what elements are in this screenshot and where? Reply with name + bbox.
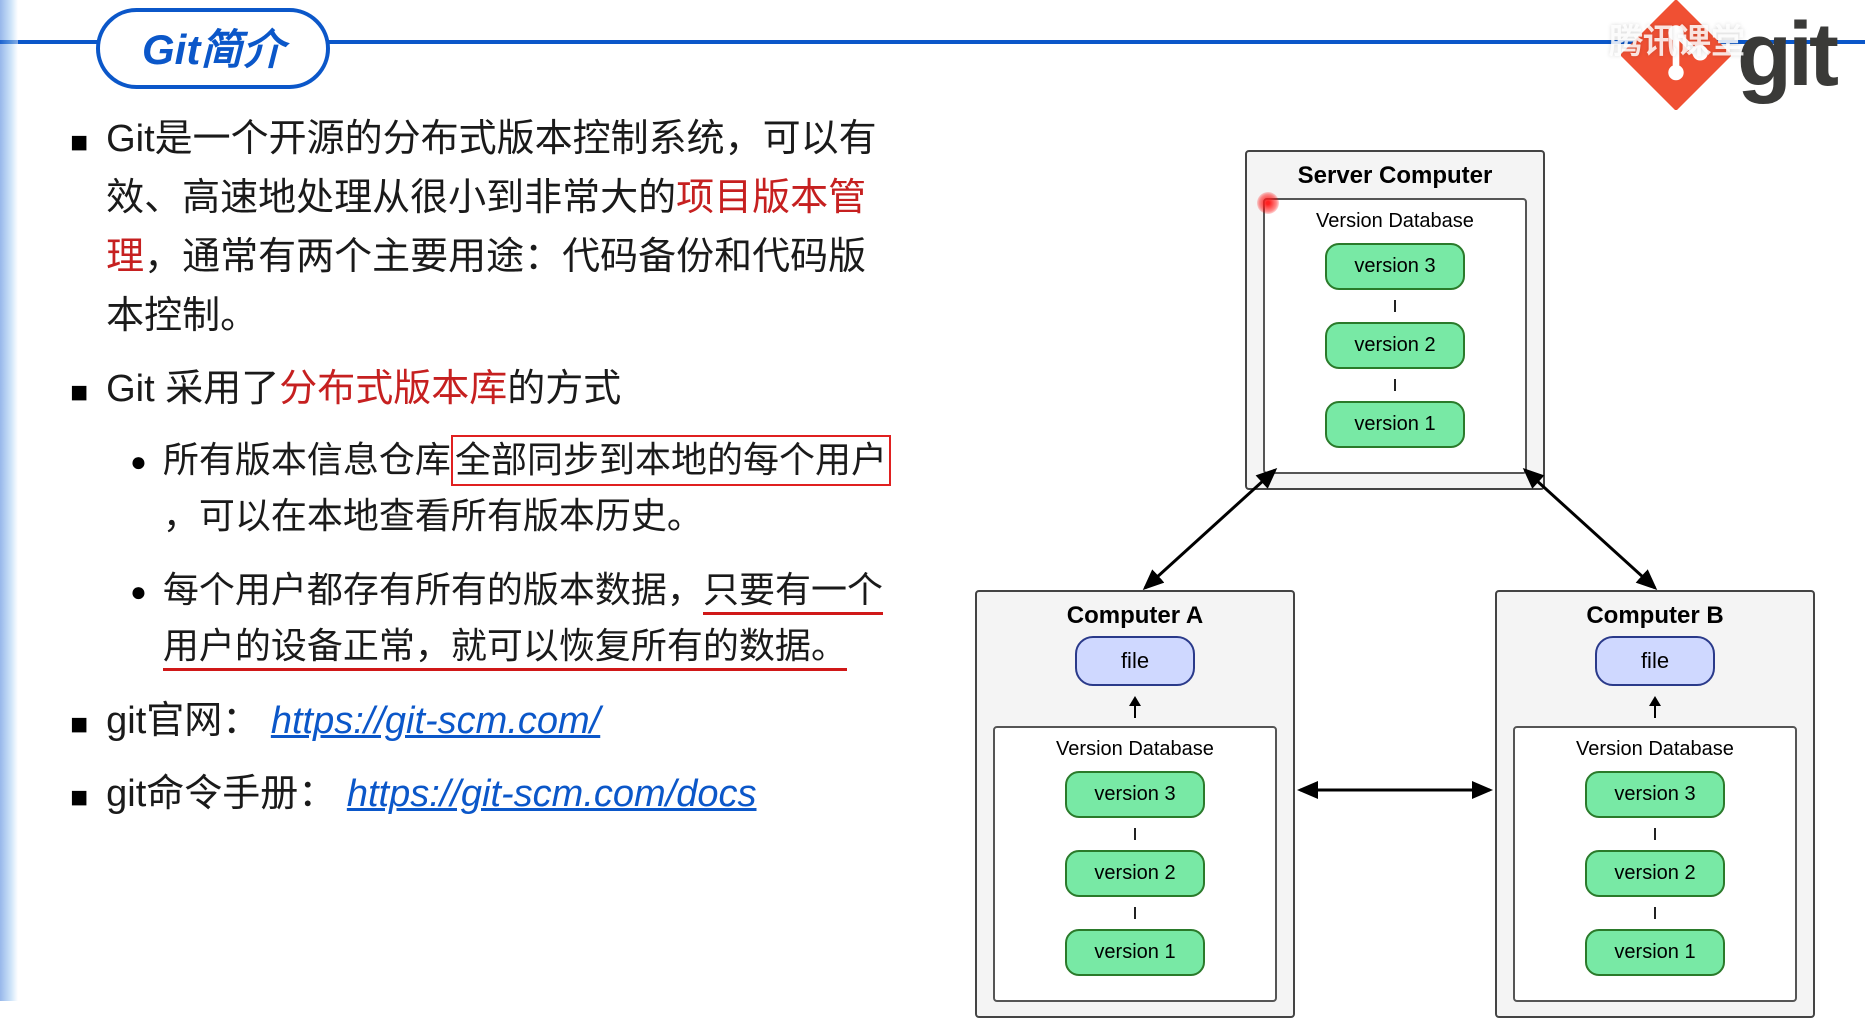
bullet-4: ■ git命令手册： https://git-scm.com/docs — [70, 765, 900, 824]
file-a: file — [1075, 636, 1195, 686]
db-title: Version Database — [1277, 210, 1513, 233]
bullet-2a: ● 所有版本信息仓库全部同步到本地的每个用户 ，可以在本地查看所有版本历史。 — [130, 432, 900, 544]
a-v2: version 2 — [1065, 850, 1205, 897]
b2b-pre: 每个用户都存有所有的版本数据， — [163, 569, 703, 610]
computer-b-title: Computer B — [1497, 602, 1813, 630]
bullet-2: ■ Git 采用了分布式版本库的方式 — [70, 360, 900, 419]
b-v2: version 2 — [1585, 850, 1725, 897]
server-db: Version Database version 3 version 2 ver… — [1263, 198, 1527, 474]
b1-post: ，通常有两个主要用途：代码备份和代码版本控制。 — [106, 236, 866, 337]
server-v1: version 1 — [1325, 401, 1465, 448]
b-v1: version 1 — [1585, 929, 1725, 976]
bullet-1: ■ Git是一个开源的分布式版本控制系统，可以有效、高速地处理从很小到非常大的项… — [70, 110, 900, 346]
b-v3: version 3 — [1585, 771, 1725, 818]
square-bullet-icon: ■ — [70, 702, 88, 749]
git-logo-text: git — [1737, 10, 1835, 100]
file-b: file — [1595, 636, 1715, 686]
a-v1: version 1 — [1065, 929, 1205, 976]
b2b-post: 。 — [811, 625, 847, 671]
git-docs-link[interactable]: https://git-scm.com/docs — [347, 773, 757, 815]
b4-label: git命令手册： — [106, 773, 336, 815]
pointer-dot-icon — [1257, 192, 1279, 214]
b2-post: 的方式 — [507, 368, 621, 410]
server-v2: version 2 — [1325, 322, 1465, 369]
git-website-link[interactable]: https://git-scm.com/ — [271, 700, 600, 742]
watermark-text: 腾讯课堂 — [1609, 14, 1745, 63]
b3-label: git官网： — [106, 700, 260, 742]
b2a-boxed: 全部同步到本地的每个用户 — [451, 435, 891, 486]
left-gradient-bar — [0, 0, 18, 1001]
a-v3: version 3 — [1065, 771, 1205, 818]
square-bullet-icon: ■ — [70, 120, 88, 167]
b2-highlight: 分布式版本库 — [279, 368, 507, 410]
b2a-post: ，可以在本地查看所有版本历史。 — [163, 495, 703, 536]
square-bullet-icon: ■ — [70, 775, 88, 822]
slide-content: ■ Git是一个开源的分布式版本控制系统，可以有效、高速地处理从很小到非常大的项… — [70, 110, 900, 837]
slide-title: Git简介 — [96, 8, 330, 89]
git-architecture-diagram: Server Computer Version Database version… — [955, 150, 1815, 980]
arrow-up-icon — [1129, 696, 1141, 706]
compB-db: Version Database version 3 version 2 ver… — [1513, 726, 1797, 1002]
computer-b-box: Computer B file Version Database version… — [1495, 590, 1815, 1018]
arrow-up-icon — [1649, 696, 1661, 706]
db-title-a: Version Database — [1007, 738, 1263, 761]
server-title: Server Computer — [1247, 162, 1543, 190]
db-title-b: Version Database — [1527, 738, 1783, 761]
compA-db: Version Database version 3 version 2 ver… — [993, 726, 1277, 1002]
server-v3: version 3 — [1325, 243, 1465, 290]
computer-a-title: Computer A — [977, 602, 1293, 630]
b2-pre: Git 采用了 — [106, 368, 279, 410]
b2a-pre: 所有版本信息仓库 — [163, 439, 451, 480]
square-bullet-icon: ■ — [70, 370, 88, 417]
bullet-3: ■ git官网： https://git-scm.com/ — [70, 692, 900, 751]
disc-bullet-icon: ● — [130, 570, 147, 613]
disc-bullet-icon: ● — [130, 440, 147, 483]
bullet-2b: ● 每个用户都存有所有的版本数据，只要有一个用户的设备正常，就可以恢复所有的数据… — [130, 562, 900, 674]
server-box: Server Computer Version Database version… — [1245, 150, 1545, 490]
computer-a-box: Computer A file Version Database version… — [975, 590, 1295, 1018]
